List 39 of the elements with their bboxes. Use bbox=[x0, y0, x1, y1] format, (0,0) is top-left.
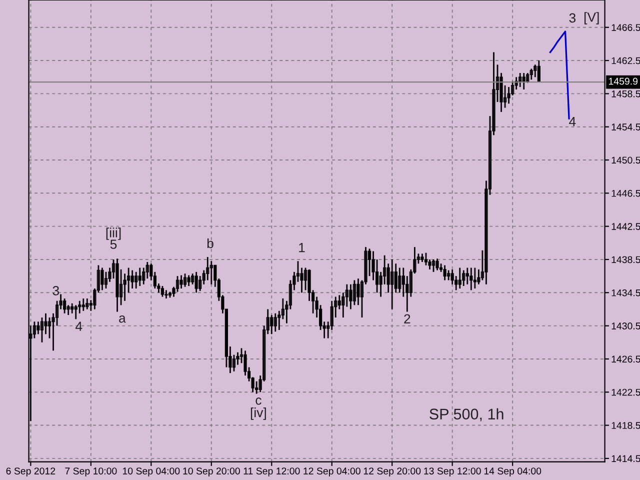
x-tick-label: 7 Sep 10:00 bbox=[65, 468, 117, 476]
x-tick-label: 14 Sep 04:00 bbox=[484, 468, 542, 476]
x-tick-label: 13 Sep 12:00 bbox=[424, 468, 481, 476]
y-tick-label: 1462.5 bbox=[612, 57, 640, 64]
annotation: b bbox=[207, 238, 214, 248]
annotation: 4 bbox=[569, 117, 576, 126]
y-tick-label: 1434.5 bbox=[612, 289, 640, 296]
annotation: 1 bbox=[299, 243, 305, 252]
annotation: SP 500, 1h bbox=[430, 408, 504, 422]
y-tick-label: 1430.5 bbox=[612, 322, 640, 330]
y-tick-label: 1422.5 bbox=[612, 388, 640, 396]
y-tick-label: 1426.5 bbox=[612, 356, 640, 363]
annotation: 3 bbox=[569, 13, 576, 23]
annotation: [iv] bbox=[250, 408, 266, 420]
x-tick-label: 11 Sep 12:00 bbox=[244, 468, 300, 476]
line-series bbox=[549, 30, 570, 120]
y-tick-label: 1454.5 bbox=[612, 124, 640, 130]
x-tick-label: 10 Sep 04:00 bbox=[122, 468, 180, 476]
y-tick-label: 1438.5 bbox=[612, 256, 640, 264]
x-tick-label: 12 Sep 20:00 bbox=[364, 468, 421, 476]
annotation: [V] bbox=[584, 12, 599, 24]
x-tick-label: 6 Sep 2012 bbox=[6, 468, 56, 476]
y-tick-label: 1442.5 bbox=[612, 223, 640, 230]
x-tick-label: 12 Sep 04:00 bbox=[304, 468, 360, 476]
annotation: 3 bbox=[52, 286, 59, 296]
y-tick-label: 1458.5 bbox=[612, 90, 640, 98]
annotation: 4 bbox=[76, 322, 82, 331]
annotation: 5 bbox=[110, 240, 117, 249]
annotation: [iii] bbox=[106, 228, 121, 240]
y-tick-label: 1418.5 bbox=[612, 422, 640, 429]
y-tick-label: 1450.5 bbox=[612, 156, 640, 164]
y-tick-label: 1414.5 bbox=[612, 455, 640, 462]
ref-line-label: 1459.9 bbox=[608, 78, 638, 85]
y-tick-label: 1446.5 bbox=[612, 190, 640, 197]
annotation: a bbox=[119, 315, 126, 323]
x-tick-label: 10 Sep 20:00 bbox=[183, 468, 240, 476]
y-tick-label: 1466.5 bbox=[612, 24, 640, 31]
annotation: 2 bbox=[404, 314, 410, 324]
annotation: c bbox=[256, 398, 262, 405]
